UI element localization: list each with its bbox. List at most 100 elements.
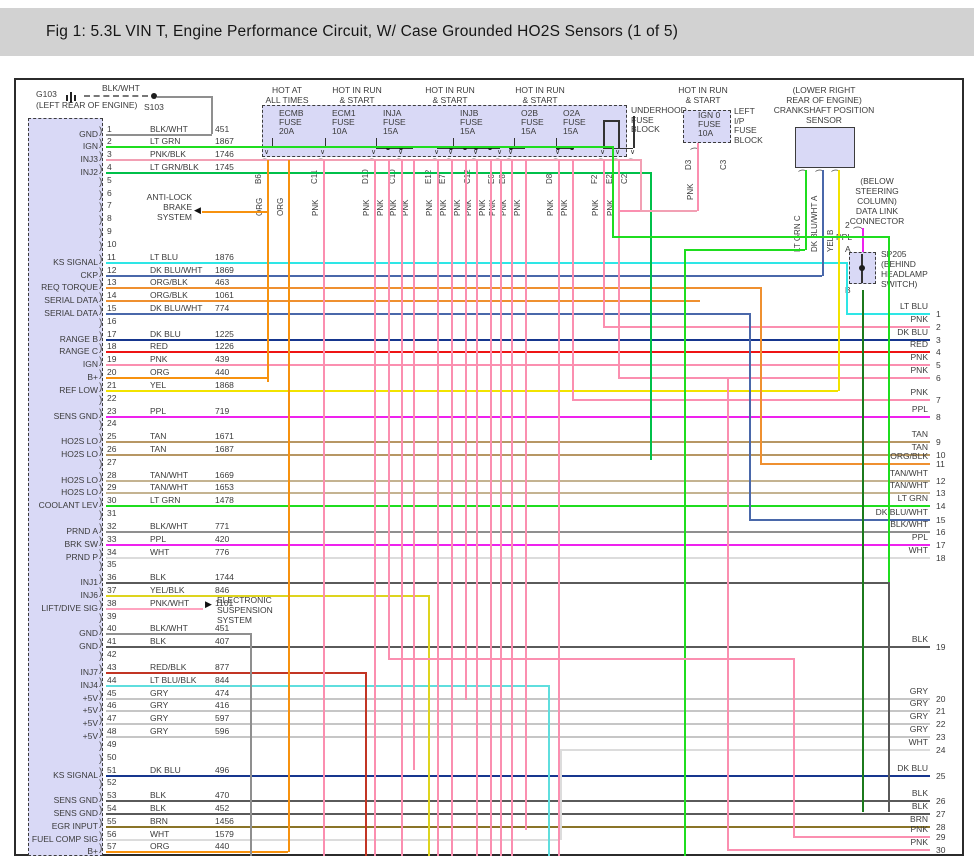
pcm-wire-color: WHT — [150, 828, 170, 839]
wire-vertical — [323, 160, 325, 856]
pcm-wire — [106, 300, 700, 303]
pcm-wire-color: PNK/BLK — [150, 149, 186, 160]
fuse-exit-arrow-icon: ∨ — [497, 149, 503, 156]
pcm-wire-color: TAN/WHT — [150, 482, 189, 493]
pin-bracket-icon: ) — [99, 317, 103, 329]
pin-bracket-icon: ) — [99, 651, 103, 663]
term-wire-color: LT GRN — [897, 493, 928, 504]
power-feed-header: HOT IN RUN — [515, 85, 565, 95]
power-feed-header: & START — [685, 94, 721, 105]
ip-fuse-block-label: I/P — [734, 115, 745, 126]
term-pin-number: 14 — [936, 501, 946, 512]
pcm-wire-color: BLK — [150, 636, 167, 647]
fuse-symbol — [551, 108, 561, 138]
fuse-amps: 10A — [698, 128, 714, 138]
fuse-exit-arrow-icon: ∨ — [600, 149, 606, 156]
pcm-wire-color: DK BLU — [150, 764, 181, 775]
fuse-exit-arrow-icon: ∨ — [555, 149, 561, 156]
term-pin-number: 2 — [936, 322, 941, 332]
pcm-wire — [106, 454, 930, 456]
term-pin-number: 13 — [936, 488, 946, 499]
pcm-wire — [106, 595, 428, 598]
dlc-pin-number: 2 — [845, 220, 850, 230]
term-pin-number: 15 — [936, 515, 946, 525]
underhood-fuse-block-label: BLOCK — [631, 124, 660, 134]
pcm-pin-number: 17 — [107, 328, 117, 339]
fuse-lead — [325, 138, 327, 148]
wire-vertical — [618, 160, 620, 379]
pcm-pin-label: GND — [79, 641, 98, 652]
wire-vertical — [500, 160, 502, 856]
term-wire — [727, 849, 930, 851]
wire-vertical — [697, 143, 699, 211]
fuse-bus-hook — [603, 120, 605, 148]
fuse-exit-arrow-icon: ∨ — [448, 149, 454, 156]
pin-bracket-icon: ) — [99, 625, 103, 637]
term-pin-number: 10 — [936, 450, 946, 460]
pin-bracket-icon: ) — [99, 522, 103, 534]
wire-vertical — [650, 171, 652, 460]
fuse-exit-arrow-icon: ∨ — [473, 149, 479, 156]
term-wire — [760, 463, 930, 465]
fuse-bus-hook — [633, 116, 635, 148]
fuse-name: IGN 0 — [698, 110, 721, 120]
wire-vertical — [760, 287, 762, 464]
pcm-pin-label: IGN — [82, 359, 98, 370]
pin-bracket-icon: ) — [99, 587, 103, 599]
pcm-wire — [106, 671, 365, 674]
pcm-wire-color: YEL/BLK — [150, 585, 185, 596]
ground-icon — [70, 92, 72, 103]
pcm-pin-label: SENS GND — [53, 410, 98, 421]
pcm-pin-label: REQ TORQUE — [41, 282, 98, 293]
term-wire-color: TAN — [911, 429, 928, 440]
pcm-circuit-number: 774 — [215, 302, 230, 313]
ground-dash-wire — [84, 95, 148, 97]
pcm-pin-number: 1 — [107, 123, 112, 134]
term-wire-color: GRY — [909, 698, 928, 709]
figure-title: Fig 1: 5.3L VIN T, Engine Performance Ci… — [46, 23, 679, 40]
pcm-circuit-number: 451 — [215, 123, 230, 134]
pin-bracket-icon: ) — [99, 702, 103, 714]
pcm-wire-color: DK BLU/WHT — [150, 302, 203, 313]
pcm-wire — [106, 479, 930, 482]
pcm-pin-label: KS SIGNAL — [53, 256, 98, 267]
pcm-circuit-number: 1226 — [215, 341, 234, 352]
ckp-pin-label: LT GRN C — [793, 215, 802, 252]
term-wire — [793, 836, 930, 838]
wire-vertical — [451, 160, 453, 856]
dlc-label: DATA LINK — [855, 206, 899, 216]
term-pin-number: 1 — [936, 309, 941, 319]
pcm-circuit-number: 771 — [215, 520, 230, 531]
pcm-wire — [106, 492, 930, 495]
pcm-pin-number: 51 — [107, 764, 117, 775]
pcm-circuit-number: 1867 — [215, 136, 234, 147]
pcm-wire-color: TAN — [150, 444, 167, 454]
pin-bracket-icon: ) — [99, 663, 103, 675]
term-wire-color: PNK — [910, 837, 928, 847]
pcm-wire-color: GRY — [150, 700, 169, 711]
term-pin-number: 5 — [936, 360, 941, 371]
power-feed-header: ALL TIMES — [265, 94, 309, 105]
pin-bracket-icon: ) — [99, 343, 103, 355]
wire-vertical — [250, 633, 252, 856]
wire-vertical — [365, 671, 367, 856]
term-wire-color: PNK — [910, 352, 928, 363]
fuse-exit-arrow-icon: ∨ — [434, 149, 440, 156]
pcm-wire-color: RED/BLK — [150, 661, 187, 672]
pin-bracket-icon: ) — [99, 574, 103, 586]
wire-vertical — [560, 749, 562, 840]
pin-bracket-icon: ) — [99, 279, 103, 291]
pcm-pin-number: 27 — [107, 456, 117, 467]
pcm-pin-label: PRND A — [66, 525, 98, 536]
fuse-word: FUSE — [563, 117, 586, 127]
pcm-pin-number: 43 — [107, 661, 117, 672]
term-wire-color: GRY — [909, 685, 928, 696]
fuse-bus — [603, 148, 633, 150]
term-wire-color: BRN — [910, 813, 928, 824]
pin-bracket-icon: ) — [99, 599, 103, 611]
fuse-exit-arrow-icon: ∨ — [371, 149, 377, 156]
term-pin-number: 26 — [936, 796, 946, 807]
term-wire — [572, 399, 930, 401]
wire-color-label: PNK — [686, 183, 695, 200]
